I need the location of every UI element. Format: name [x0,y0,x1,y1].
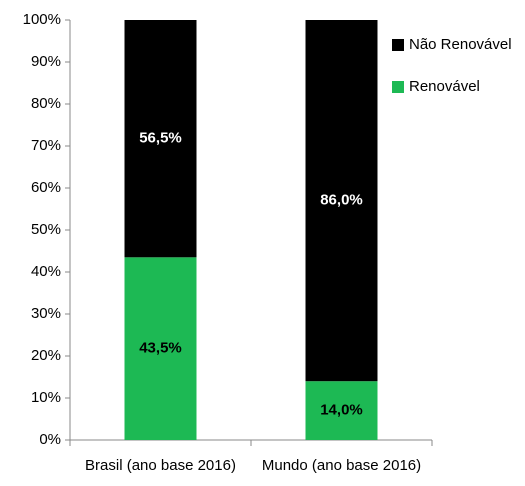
y-tick-label: 100% [23,11,61,28]
bar-segment [124,257,197,440]
data-label: 56,5% [139,130,182,147]
bar-segment [124,20,197,258]
bar-segment [305,381,378,440]
y-tick-label: 0% [39,431,61,448]
y-tick-label: 30% [31,305,61,322]
y-tick-label: 90% [31,53,61,70]
y-tick-label: 50% [31,221,61,238]
data-label: 14,0% [320,402,363,419]
y-tick-label: 70% [31,137,61,154]
y-tick-label: 40% [31,263,61,280]
legend-swatch [392,81,404,93]
y-tick-label: 20% [31,347,61,364]
legend-label: Não Renovável [409,36,512,53]
x-tick-label: Brasil (ano base 2016) [85,457,236,474]
data-label: 86,0% [320,192,363,209]
y-tick-label: 10% [31,389,61,406]
y-tick-label: 60% [31,179,61,196]
legend-swatch [392,39,404,51]
data-label: 43,5% [139,340,182,357]
legend-label: Renovável [409,78,480,95]
bar-segment [305,20,378,382]
y-tick-label: 80% [31,95,61,112]
x-tick-label: Mundo (ano base 2016) [262,457,421,474]
